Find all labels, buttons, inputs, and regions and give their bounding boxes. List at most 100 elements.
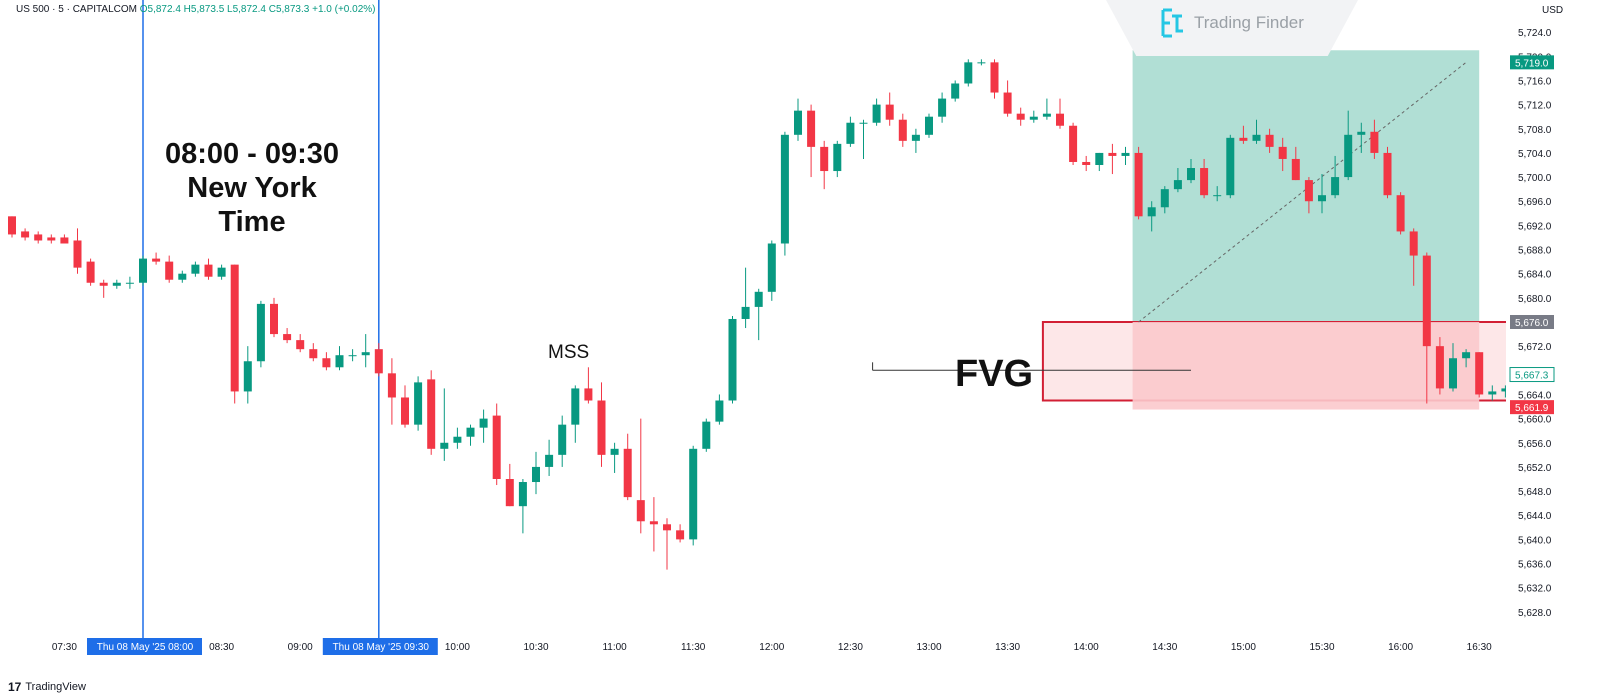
candle-body (741, 306, 750, 319)
price-tick-label: 5,644.0 (1518, 511, 1552, 522)
price-tick-label: 5,648.0 (1518, 487, 1552, 498)
price-tag-label: 5,719.0 (1515, 58, 1549, 69)
candle-body (623, 448, 632, 498)
price-tick-label: 5,708.0 (1518, 125, 1552, 136)
candle-body (610, 448, 619, 455)
time-tick-label: 16:30 (1467, 642, 1492, 653)
candle-body (1265, 134, 1274, 147)
time-tick-label: 10:30 (523, 642, 548, 653)
time-tick-label: 11:00 (602, 642, 627, 653)
candle-body (414, 382, 423, 425)
candle-body (73, 240, 82, 268)
candle-body (1173, 180, 1182, 190)
candle-body (112, 282, 121, 286)
candle-body (807, 110, 816, 147)
price-tick-label: 5,692.0 (1518, 221, 1552, 232)
candle-body (1357, 131, 1366, 135)
candle-body (21, 231, 30, 238)
candle-body (1056, 113, 1064, 126)
candle-body (283, 334, 292, 341)
time-tick-label: 12:30 (838, 642, 863, 653)
candle-body (663, 524, 671, 531)
candle-body (636, 500, 645, 522)
price-tag (1509, 367, 1555, 383)
candle-body (1278, 146, 1287, 159)
candle-body (964, 62, 973, 84)
tradingview-brand-text: TradingView (25, 681, 86, 693)
candle-body (60, 237, 69, 244)
candle-body (492, 415, 501, 479)
candle-body (1160, 189, 1169, 208)
price-tick-label: 5,716.0 (1518, 76, 1552, 87)
candle-body (1304, 180, 1313, 202)
candle-body (649, 521, 658, 525)
fvg-label: FVG (955, 353, 1034, 395)
candle-body (361, 352, 370, 356)
candle-body (505, 479, 514, 507)
session-zone-text: New York Time (187, 172, 317, 238)
price-tick-label: 5,684.0 (1518, 270, 1552, 281)
stop-zone-red (1132, 322, 1480, 410)
candle-body (558, 424, 567, 455)
candle-body (348, 355, 357, 357)
currency-label[interactable]: USD (1542, 5, 1564, 16)
price-tick-label: 5,704.0 (1518, 149, 1552, 160)
ohlc-values: O5,872.4 H5,873.5 L5,872.4 C5,873.3 +1.0… (139, 4, 376, 15)
candle-body (440, 442, 449, 449)
candle-body (1029, 116, 1038, 120)
session-time-tag (322, 638, 438, 655)
price-tick-label: 5,712.0 (1518, 101, 1552, 112)
ohlc-header: US 500 · 5 · CAPITALCOM O5,872.4 H5,873.… (16, 4, 375, 15)
candle-body (152, 258, 161, 262)
candle-body (846, 122, 855, 144)
candle-body (1082, 161, 1091, 165)
candle-body (243, 361, 252, 392)
price-axis[interactable]: 5,724.05,720.05,716.05,712.05,708.05,704… (1506, 0, 1600, 700)
candle-body (125, 282, 134, 284)
candle-body (1383, 152, 1392, 196)
candle-body (1239, 137, 1248, 141)
candle-body (833, 143, 842, 172)
candle-body (1488, 391, 1497, 395)
mss-label: MSS (548, 342, 590, 363)
price-tick-label: 5,680.0 (1518, 294, 1552, 305)
time-tick-label: 13:30 (995, 642, 1020, 653)
candle-body (898, 119, 907, 141)
candle-body (466, 427, 475, 437)
candle-body (859, 122, 868, 124)
trade-diagonal (1138, 61, 1467, 323)
symbol-label[interactable]: US 500 · 5 · CAPITALCOM (16, 4, 137, 15)
candle-body (99, 282, 108, 286)
candle-body (1187, 168, 1195, 181)
candle-body (1213, 195, 1222, 197)
time-tick-label: 09:00 (288, 642, 313, 653)
price-tick-label: 5,632.0 (1518, 584, 1552, 595)
candle-body (1095, 152, 1104, 165)
price-tag (1510, 55, 1554, 70)
candle-body (1370, 131, 1379, 153)
candle-body (728, 318, 737, 401)
candle-body (911, 134, 920, 141)
candle-body (689, 448, 698, 540)
candle-body (938, 98, 947, 117)
candle-body (453, 436, 462, 443)
time-axis[interactable]: 07:30 08:30 09:00 10:00 10:30 11:00 11:30 12:00… (52, 638, 1492, 655)
session-time-tag-label: Thu 08 May '25 08:00 (97, 642, 194, 653)
candle-body (1291, 158, 1300, 181)
time-tick-label: 14:00 (1074, 642, 1099, 653)
candle-body (1042, 113, 1051, 117)
candle-body (1422, 255, 1431, 347)
candle-body (217, 267, 226, 277)
candle-body (1475, 352, 1484, 395)
candle-body (518, 482, 527, 507)
tradingview-footer[interactable]: 17 TradingView (8, 680, 86, 694)
price-tag-label: 5,667.3 (1515, 371, 1549, 382)
candle-body (532, 466, 540, 483)
candle-body (584, 388, 593, 401)
candle-body (139, 258, 147, 283)
time-tick-label: 12:00 (759, 642, 784, 653)
candle-body (1501, 388, 1510, 392)
price-tick-label: 5,688.0 (1518, 246, 1552, 257)
candle-body (754, 291, 763, 307)
